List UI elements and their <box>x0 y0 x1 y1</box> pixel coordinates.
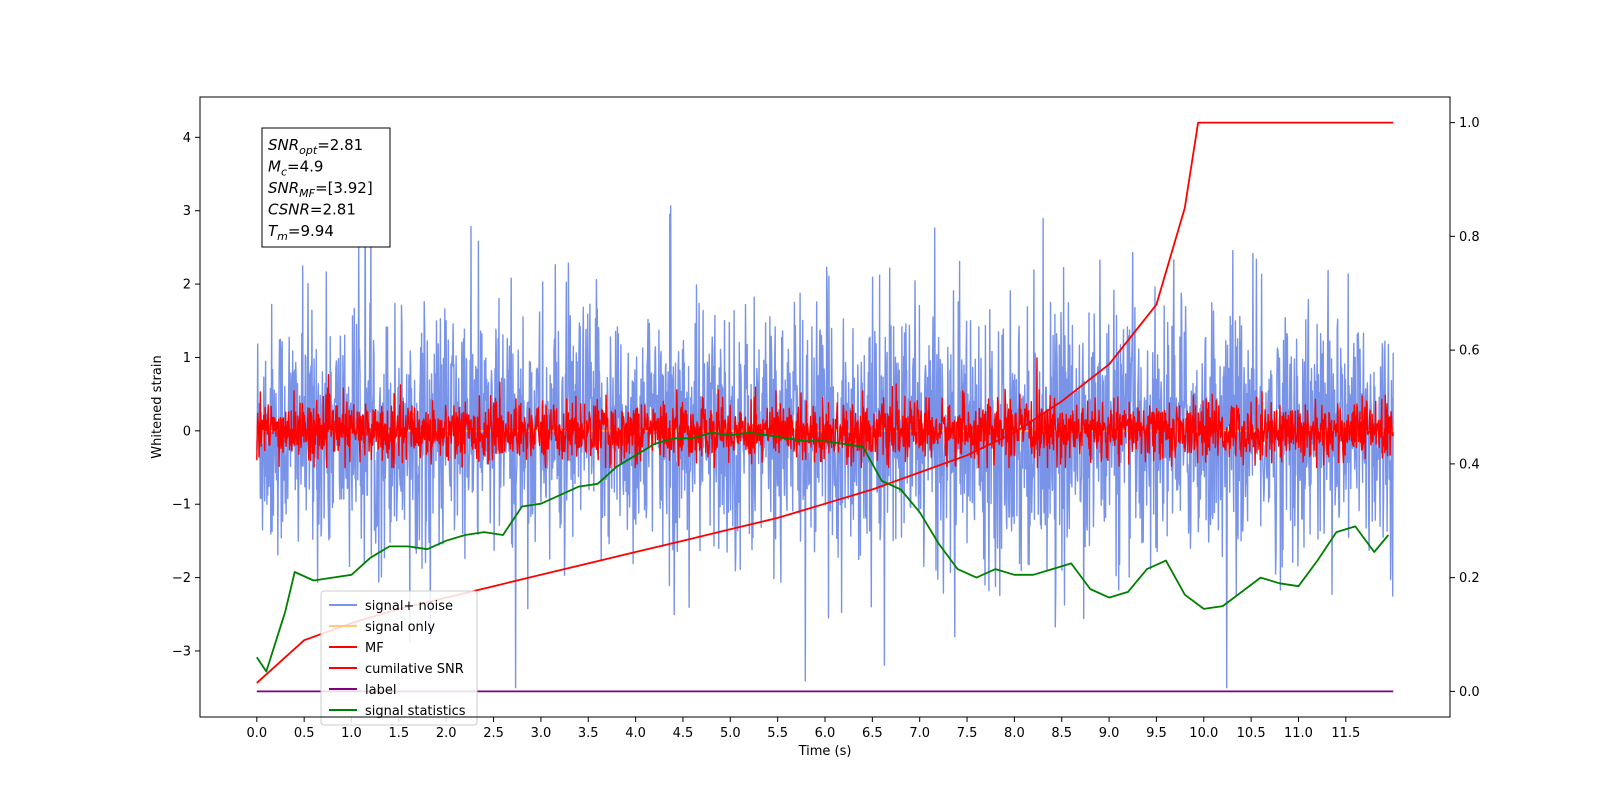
x-tick-label: 1.0 <box>341 726 362 741</box>
series-line-2 <box>256 357 1394 469</box>
y2-tick-label: 1.0 <box>1459 116 1480 131</box>
legend-entry: label <box>365 683 396 698</box>
y-tick-label: 2 <box>183 278 191 293</box>
y2-tick-label: 0.6 <box>1459 344 1480 359</box>
x-tick-label: 2.0 <box>436 726 457 741</box>
y2-tick-label: 0.2 <box>1459 571 1480 586</box>
axes-frame <box>199 96 1451 718</box>
x-tick-label: 9.5 <box>1146 726 1167 741</box>
x-tick-label: 6.5 <box>862 726 883 741</box>
y-axis-right: 1.0 0.8 0.6 0.4 0.2 0.0 <box>1450 116 1480 700</box>
x-tick-label: 11.0 <box>1284 726 1313 741</box>
y-tick-label: 4 <box>183 131 191 146</box>
y-tick-label: −2 <box>172 571 191 586</box>
x-tick-label: 3.5 <box>578 726 599 741</box>
x-tick-label: 8.0 <box>1004 726 1025 741</box>
legend-entry: MF <box>365 641 384 656</box>
x-tick-label: 7.5 <box>957 726 978 741</box>
legend-entry: signal only <box>365 620 435 635</box>
y-axis-left: 4 3 2 1 0 −1 −2 −3 <box>172 131 200 659</box>
stats-box-frame <box>261 127 391 248</box>
x-tick-label: 10.0 <box>1189 726 1218 741</box>
x-tick-label: 4.5 <box>673 726 694 741</box>
stat-line: SNRMF=[3.92] <box>268 179 373 200</box>
x-tick-label: 4.0 <box>625 726 646 741</box>
x-tick-label: 3.0 <box>531 726 552 741</box>
x-tick-label: 6.0 <box>815 726 836 741</box>
y-tick-label: 1 <box>183 351 191 366</box>
y2-tick-label: 0.8 <box>1459 230 1480 245</box>
x-tick-label: 5.0 <box>720 726 741 741</box>
x-axis-label: Time (s) <box>798 744 852 759</box>
x-tick-label: 5.5 <box>767 726 788 741</box>
x-tick-label: 1.5 <box>389 726 410 741</box>
y-tick-label: −3 <box>172 644 191 659</box>
stat-line: SNRopt=2.81 <box>268 136 363 157</box>
legend-entry: cumilative SNR <box>365 662 464 677</box>
x-tick-label: 7.0 <box>909 726 930 741</box>
stat-line: Tm=9.94 <box>268 222 334 243</box>
x-tick-label: 9.0 <box>1099 726 1120 741</box>
y-tick-label: −1 <box>172 498 191 513</box>
stat-line: CSNR=2.81 <box>268 201 356 219</box>
x-axis: 0.0 0.5 1.0 1.5 2.0 2.5 3.0 3.5 4.0 4.5 5.0 5.5 6.0 6… <box>246 717 1360 741</box>
y-tick-label: 3 <box>183 204 191 219</box>
series-line-0 <box>256 149 1394 689</box>
x-tick-label: 0.5 <box>294 726 315 741</box>
y-tick-label: 0 <box>183 424 191 439</box>
x-tick-label: 2.5 <box>483 726 504 741</box>
x-tick-label: 8.5 <box>1051 726 1072 741</box>
y2-tick-label: 0.4 <box>1459 457 1480 472</box>
legend: signal+ noise signal only MF cumilative SNR… <box>320 590 478 726</box>
legend-entry: signal statistics <box>365 704 466 719</box>
x-tick-label: 10.5 <box>1237 726 1266 741</box>
x-tick-label: 11.5 <box>1331 726 1360 741</box>
x-tick-label: 0.0 <box>246 726 267 741</box>
series-line-5 <box>256 431 1390 673</box>
y-axis-label: Whitened strain <box>150 355 165 458</box>
stat-line: Mc=4.9 <box>268 158 323 179</box>
legend-entry: signal+ noise <box>365 599 453 614</box>
y2-tick-label: 0.0 <box>1459 685 1480 700</box>
legend-frame <box>320 590 478 726</box>
